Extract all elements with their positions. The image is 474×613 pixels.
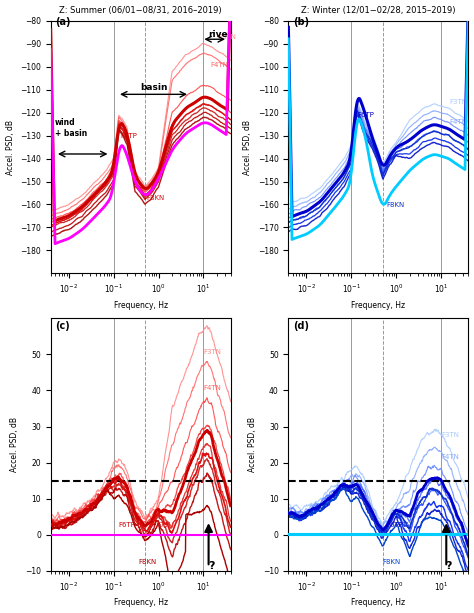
Text: ?: ? bbox=[208, 561, 214, 571]
Text: F7TV: F7TV bbox=[156, 522, 174, 528]
Text: wind
+ basin: wind + basin bbox=[55, 118, 87, 138]
Text: F4TN: F4TN bbox=[203, 386, 221, 392]
Text: F7TV: F7TV bbox=[394, 522, 411, 528]
X-axis label: Frequency, Hz: Frequency, Hz bbox=[351, 301, 405, 310]
Text: F6TP: F6TP bbox=[120, 133, 137, 139]
Text: F3TN: F3TN bbox=[203, 349, 221, 356]
Text: F8KN: F8KN bbox=[147, 195, 165, 201]
Text: ?: ? bbox=[446, 561, 452, 571]
Text: basin: basin bbox=[141, 83, 168, 92]
Y-axis label: Accel. PSD, dB: Accel. PSD, dB bbox=[6, 120, 15, 175]
Text: (a): (a) bbox=[55, 18, 71, 28]
Text: F6TP: F6TP bbox=[358, 112, 374, 118]
X-axis label: Frequency, Hz: Frequency, Hz bbox=[114, 598, 168, 607]
Text: F3TN: F3TN bbox=[441, 432, 459, 438]
Text: (c): (c) bbox=[55, 321, 70, 331]
Text: (d): (d) bbox=[293, 321, 309, 331]
Text: F8KN: F8KN bbox=[383, 558, 401, 565]
Title: Z: Summer (06/01−08/31, 2016–2019): Z: Summer (06/01−08/31, 2016–2019) bbox=[59, 6, 222, 15]
Text: F3TN: F3TN bbox=[449, 99, 467, 104]
Text: F4TN: F4TN bbox=[449, 119, 467, 125]
Y-axis label: Accel. PSD, dB: Accel. PSD, dB bbox=[243, 120, 252, 175]
Text: F4TN: F4TN bbox=[441, 454, 459, 460]
Text: F8KN: F8KN bbox=[138, 558, 156, 565]
Y-axis label: Accel. PSD, dB: Accel. PSD, dB bbox=[248, 417, 257, 472]
Text: (b): (b) bbox=[293, 18, 309, 28]
X-axis label: Frequency, Hz: Frequency, Hz bbox=[114, 301, 168, 310]
Text: F4TN: F4TN bbox=[210, 62, 228, 68]
Text: F6TP: F6TP bbox=[386, 522, 403, 528]
Text: river: river bbox=[209, 30, 233, 39]
Text: F8KN: F8KN bbox=[386, 202, 404, 208]
Text: F6TP: F6TP bbox=[118, 522, 136, 528]
X-axis label: Frequency, Hz: Frequency, Hz bbox=[351, 598, 405, 607]
Title: Z: Winter (12/01−02/28, 2015–2019): Z: Winter (12/01−02/28, 2015–2019) bbox=[301, 6, 456, 15]
Text: F3TN: F3TN bbox=[219, 34, 237, 40]
Y-axis label: Accel. PSD, dB: Accel. PSD, dB bbox=[10, 417, 19, 472]
